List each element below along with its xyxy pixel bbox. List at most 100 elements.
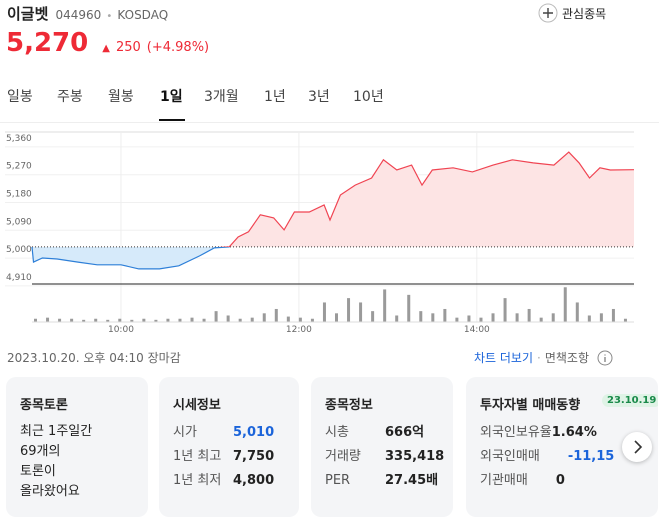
volume-bar [106,319,110,322]
volume-bar [395,315,399,322]
card-text: 토론이 [20,464,56,479]
disclaimer-link[interactable]: 면책조항 [544,351,590,365]
volume-bar [322,302,326,322]
card-row: 거래량 335,418 [325,445,444,464]
footer-links: 차트 더보기 · 면책조항 [474,349,613,366]
price-chart: 4,910 5,000 5,090 5,180 5,270 5,360 10:00 12:00… [5,131,635,335]
price-line [31,151,635,270]
tab-underline [159,119,185,121]
volume-bar [202,318,206,322]
watch-label: 관심종목 [562,6,607,21]
volume-bar [70,318,74,322]
row-label: 1년 최고 [173,449,222,464]
card-row: 시가 5,010 [173,421,274,440]
volume-bar [58,318,62,322]
period-tab[interactable]: 1일 [160,89,183,105]
volume-bar [419,311,423,322]
volume-bar [491,313,495,322]
volume-bar [82,319,86,322]
volume-bar [407,294,411,322]
volume-bar [479,317,483,322]
row-value: 4,800 [233,473,275,488]
volume-bar [214,311,218,322]
card-row: 시총 666억 [325,421,424,440]
chart-more-link[interactable]: 차트 더보기 [474,351,534,365]
row-label: 외국인매매 [480,449,540,464]
card-title: 투자자별 매매동향 [480,398,581,413]
row-label: PER [325,473,351,488]
quote: 5,270 ▲ 250 (+4.98%) [6,28,209,58]
card-row: PER 27.45배 [325,469,438,488]
y-tick-label: 5,090 [6,217,32,227]
chevron-icon [634,440,643,454]
volume-bar [238,318,242,322]
row-label: 거래량 [325,449,361,464]
next-button[interactable] [622,432,652,462]
y-tick-label: 5,270 [6,162,32,172]
volume-bar [335,313,338,322]
stock-name: 이글벳 [7,5,49,23]
card-row: 외국인보유율1.64% [480,421,597,440]
row-value: 0 [555,473,565,488]
stock-code: 044960 [55,8,102,22]
volume-bar [527,308,531,322]
volume-bar [154,319,158,322]
card-row: 1년 최고 7,750 [173,445,274,464]
divider [0,122,659,123]
card-text: 69개의 [20,444,61,459]
row-label: 시총 [325,425,349,440]
volume-bar [371,311,375,322]
x-tick-label: 14:00 [464,325,490,335]
watch-button[interactable]: 관심종목 [538,3,606,23]
row-label: 외국인보유율 [480,425,552,440]
volume-bar [515,313,519,322]
volume-bar [587,315,591,322]
info-icon[interactable] [597,350,613,366]
volume-bar [347,298,351,322]
volume-bar [443,308,447,322]
period-tab[interactable]: 주봉 [57,89,83,105]
row-label: 기관매매 [480,473,528,488]
row-value: 5,010 [233,425,275,440]
volume-bar [455,317,459,322]
card-date: 23.10.19 [602,394,658,407]
period-tab[interactable]: 1년 [264,89,286,105]
period-tab[interactable]: 월봉 [108,89,134,105]
volume-bar [539,317,543,322]
volume-bar [130,319,134,322]
volume-bar [310,318,314,322]
y-tick-label: 5,360 [6,134,32,144]
period-tab[interactable]: 3년 [308,89,330,105]
volume-bar [190,317,194,322]
card-row: 1년 최저 4,800 [173,469,274,488]
period-tab[interactable]: 3개월 [204,89,239,105]
x-tick-label: 12:00 [286,325,312,335]
card-text: 올라왔어요 [20,484,80,499]
plus-icon [538,3,558,23]
period-tab[interactable]: 10년 [353,89,384,105]
card-title: 시세정보 [173,398,221,413]
card-row: 외국인매매 -11,15 [480,445,614,464]
y-tick-label: 5,000 [6,245,32,255]
volume-bar [359,302,363,322]
row-value: -11,15 [567,449,615,464]
card-text: 최근 1주일간 [20,424,93,439]
volume-bar [599,313,603,322]
card-title: 종목정보 [325,398,373,413]
y-tick-label: 4,910 [6,273,32,283]
volume-bar [34,318,37,322]
card-row: 기관매매 0 [480,469,565,488]
y-tick-label: 5,180 [6,189,32,199]
volume-bar [178,318,182,322]
volume-bar [118,318,122,322]
separator: · [537,350,541,365]
volume-bar [298,317,302,322]
change: 250 [115,40,141,55]
volume-bar [431,313,435,322]
period-tab[interactable]: 일봉 [7,89,33,105]
volume-bar [142,318,146,322]
change-pct: (+4.98%) [146,40,210,55]
